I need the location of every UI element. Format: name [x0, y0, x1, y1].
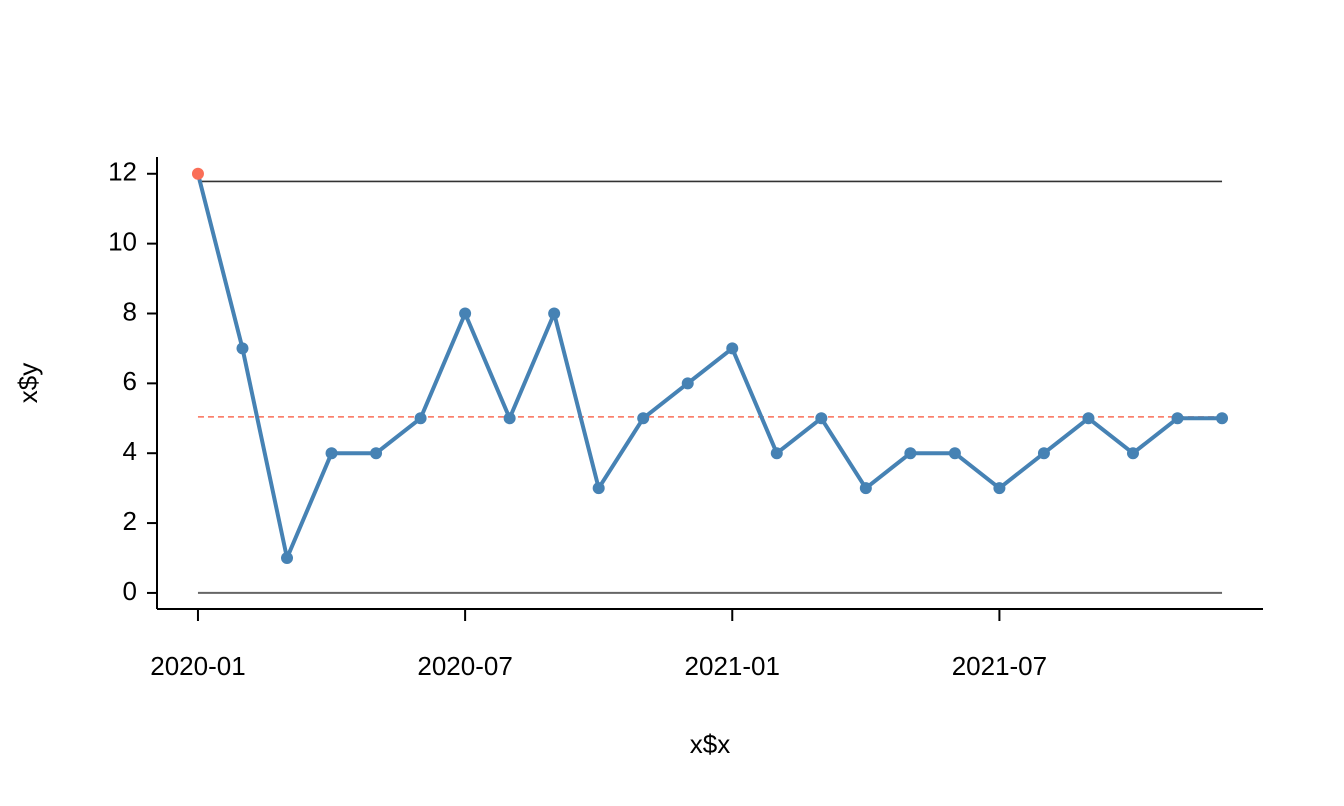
data-point — [1171, 412, 1184, 425]
data-point — [548, 307, 561, 320]
data-point — [815, 412, 828, 425]
data-line — [196, 173, 1223, 561]
data-point — [770, 447, 783, 460]
data-point — [191, 167, 204, 180]
data-point — [993, 482, 1006, 495]
y-tick-label: 10 — [108, 227, 137, 257]
x-tick-label: 2021-01 — [685, 651, 780, 681]
y-tick-label: 4 — [123, 436, 137, 466]
x-tick-label: 2020-01 — [150, 651, 245, 681]
x-axis-label: x$x — [690, 729, 730, 759]
data-point — [904, 447, 917, 460]
data-point — [459, 307, 472, 320]
y-tick-label: 8 — [123, 296, 137, 326]
data-point — [637, 412, 650, 425]
data-point — [236, 342, 249, 355]
data-point — [859, 482, 872, 495]
data-point — [503, 412, 516, 425]
x-tick-label: 2021-07 — [952, 651, 1047, 681]
data-point — [1126, 447, 1139, 460]
data-point — [325, 447, 338, 460]
data-point — [948, 447, 961, 460]
data-point — [1082, 412, 1095, 425]
data-point — [370, 447, 383, 460]
y-tick-label: 0 — [123, 576, 137, 606]
y-tick-label: 2 — [123, 506, 137, 536]
y-tick-label: 12 — [108, 157, 137, 187]
data-point — [681, 377, 694, 390]
data-point — [281, 552, 294, 565]
x-tick-label: 2020-07 — [417, 651, 512, 681]
y-axis-label: x$y — [13, 363, 43, 403]
data-point — [1037, 447, 1050, 460]
y-tick-label: 6 — [123, 366, 137, 396]
data-point — [1216, 412, 1229, 425]
data-point — [414, 412, 427, 425]
data-point — [592, 482, 605, 495]
data-point — [726, 342, 739, 355]
